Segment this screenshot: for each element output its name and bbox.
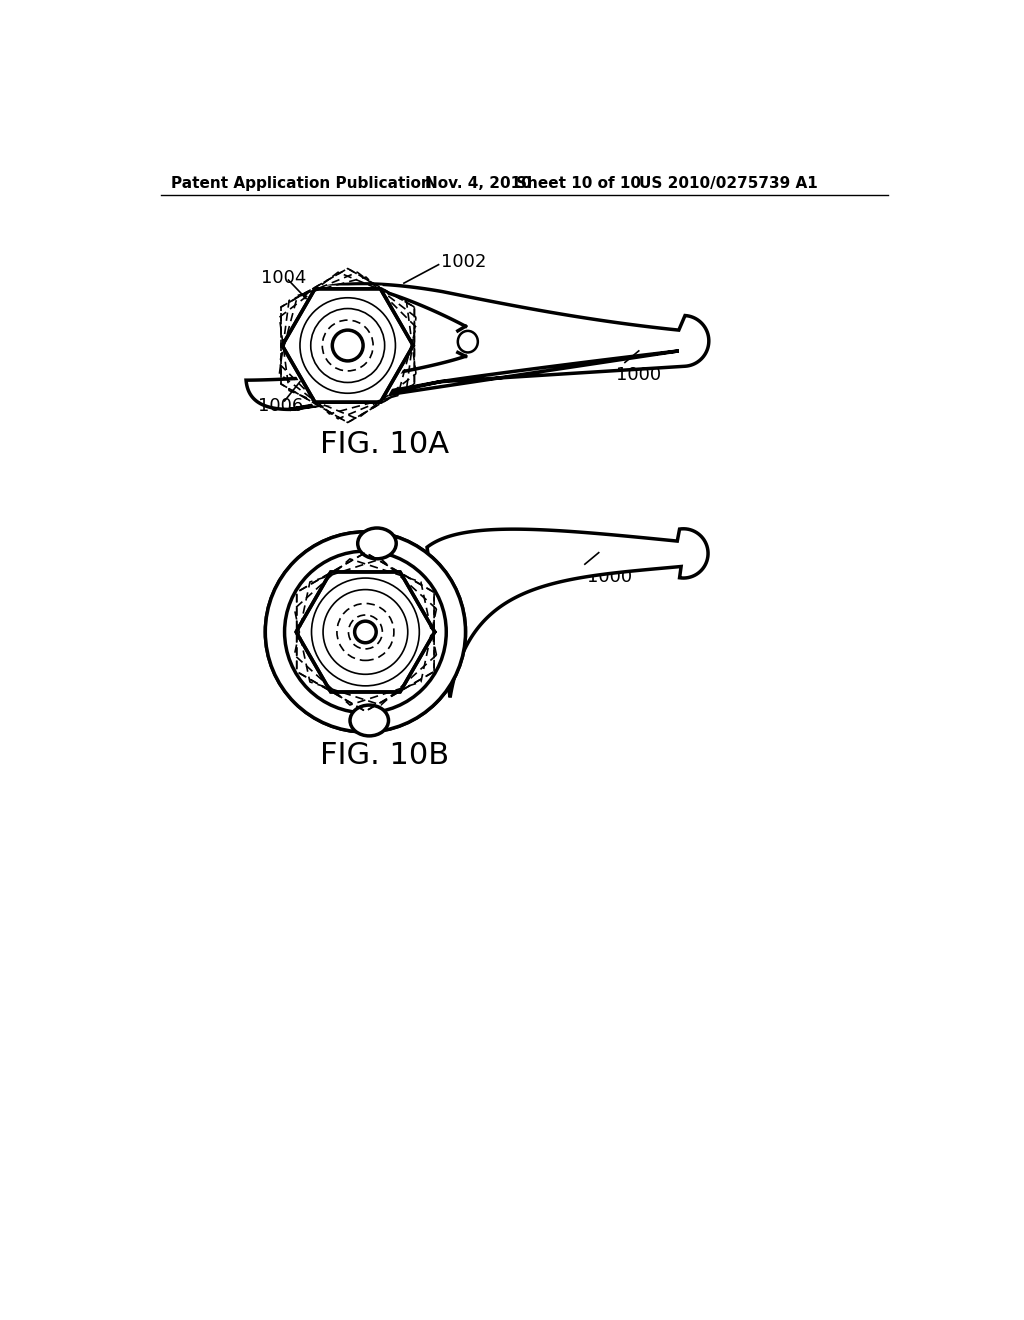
Text: Sheet 10 of 10: Sheet 10 of 10 (515, 177, 641, 191)
Text: FIG. 10B: FIG. 10B (321, 741, 450, 770)
Text: 1000: 1000 (615, 367, 660, 384)
Polygon shape (283, 289, 413, 403)
Text: Patent Application Publication: Patent Application Publication (171, 177, 431, 191)
Circle shape (265, 532, 466, 733)
Ellipse shape (350, 705, 388, 737)
Text: 1000: 1000 (587, 568, 632, 586)
Circle shape (265, 532, 466, 733)
Ellipse shape (357, 528, 396, 558)
Ellipse shape (458, 331, 478, 352)
Circle shape (354, 622, 376, 643)
Text: Nov. 4, 2010: Nov. 4, 2010 (425, 177, 531, 191)
Polygon shape (427, 529, 708, 697)
Polygon shape (296, 572, 435, 692)
Circle shape (285, 552, 446, 713)
Text: US 2010/0275739 A1: US 2010/0275739 A1 (639, 177, 817, 191)
Text: 1002: 1002 (441, 253, 486, 272)
Text: FIG. 10A: FIG. 10A (321, 430, 450, 459)
Polygon shape (279, 285, 417, 405)
Circle shape (333, 330, 364, 360)
Text: 1006: 1006 (258, 397, 303, 416)
Text: 1004: 1004 (261, 269, 307, 286)
Polygon shape (246, 284, 709, 409)
